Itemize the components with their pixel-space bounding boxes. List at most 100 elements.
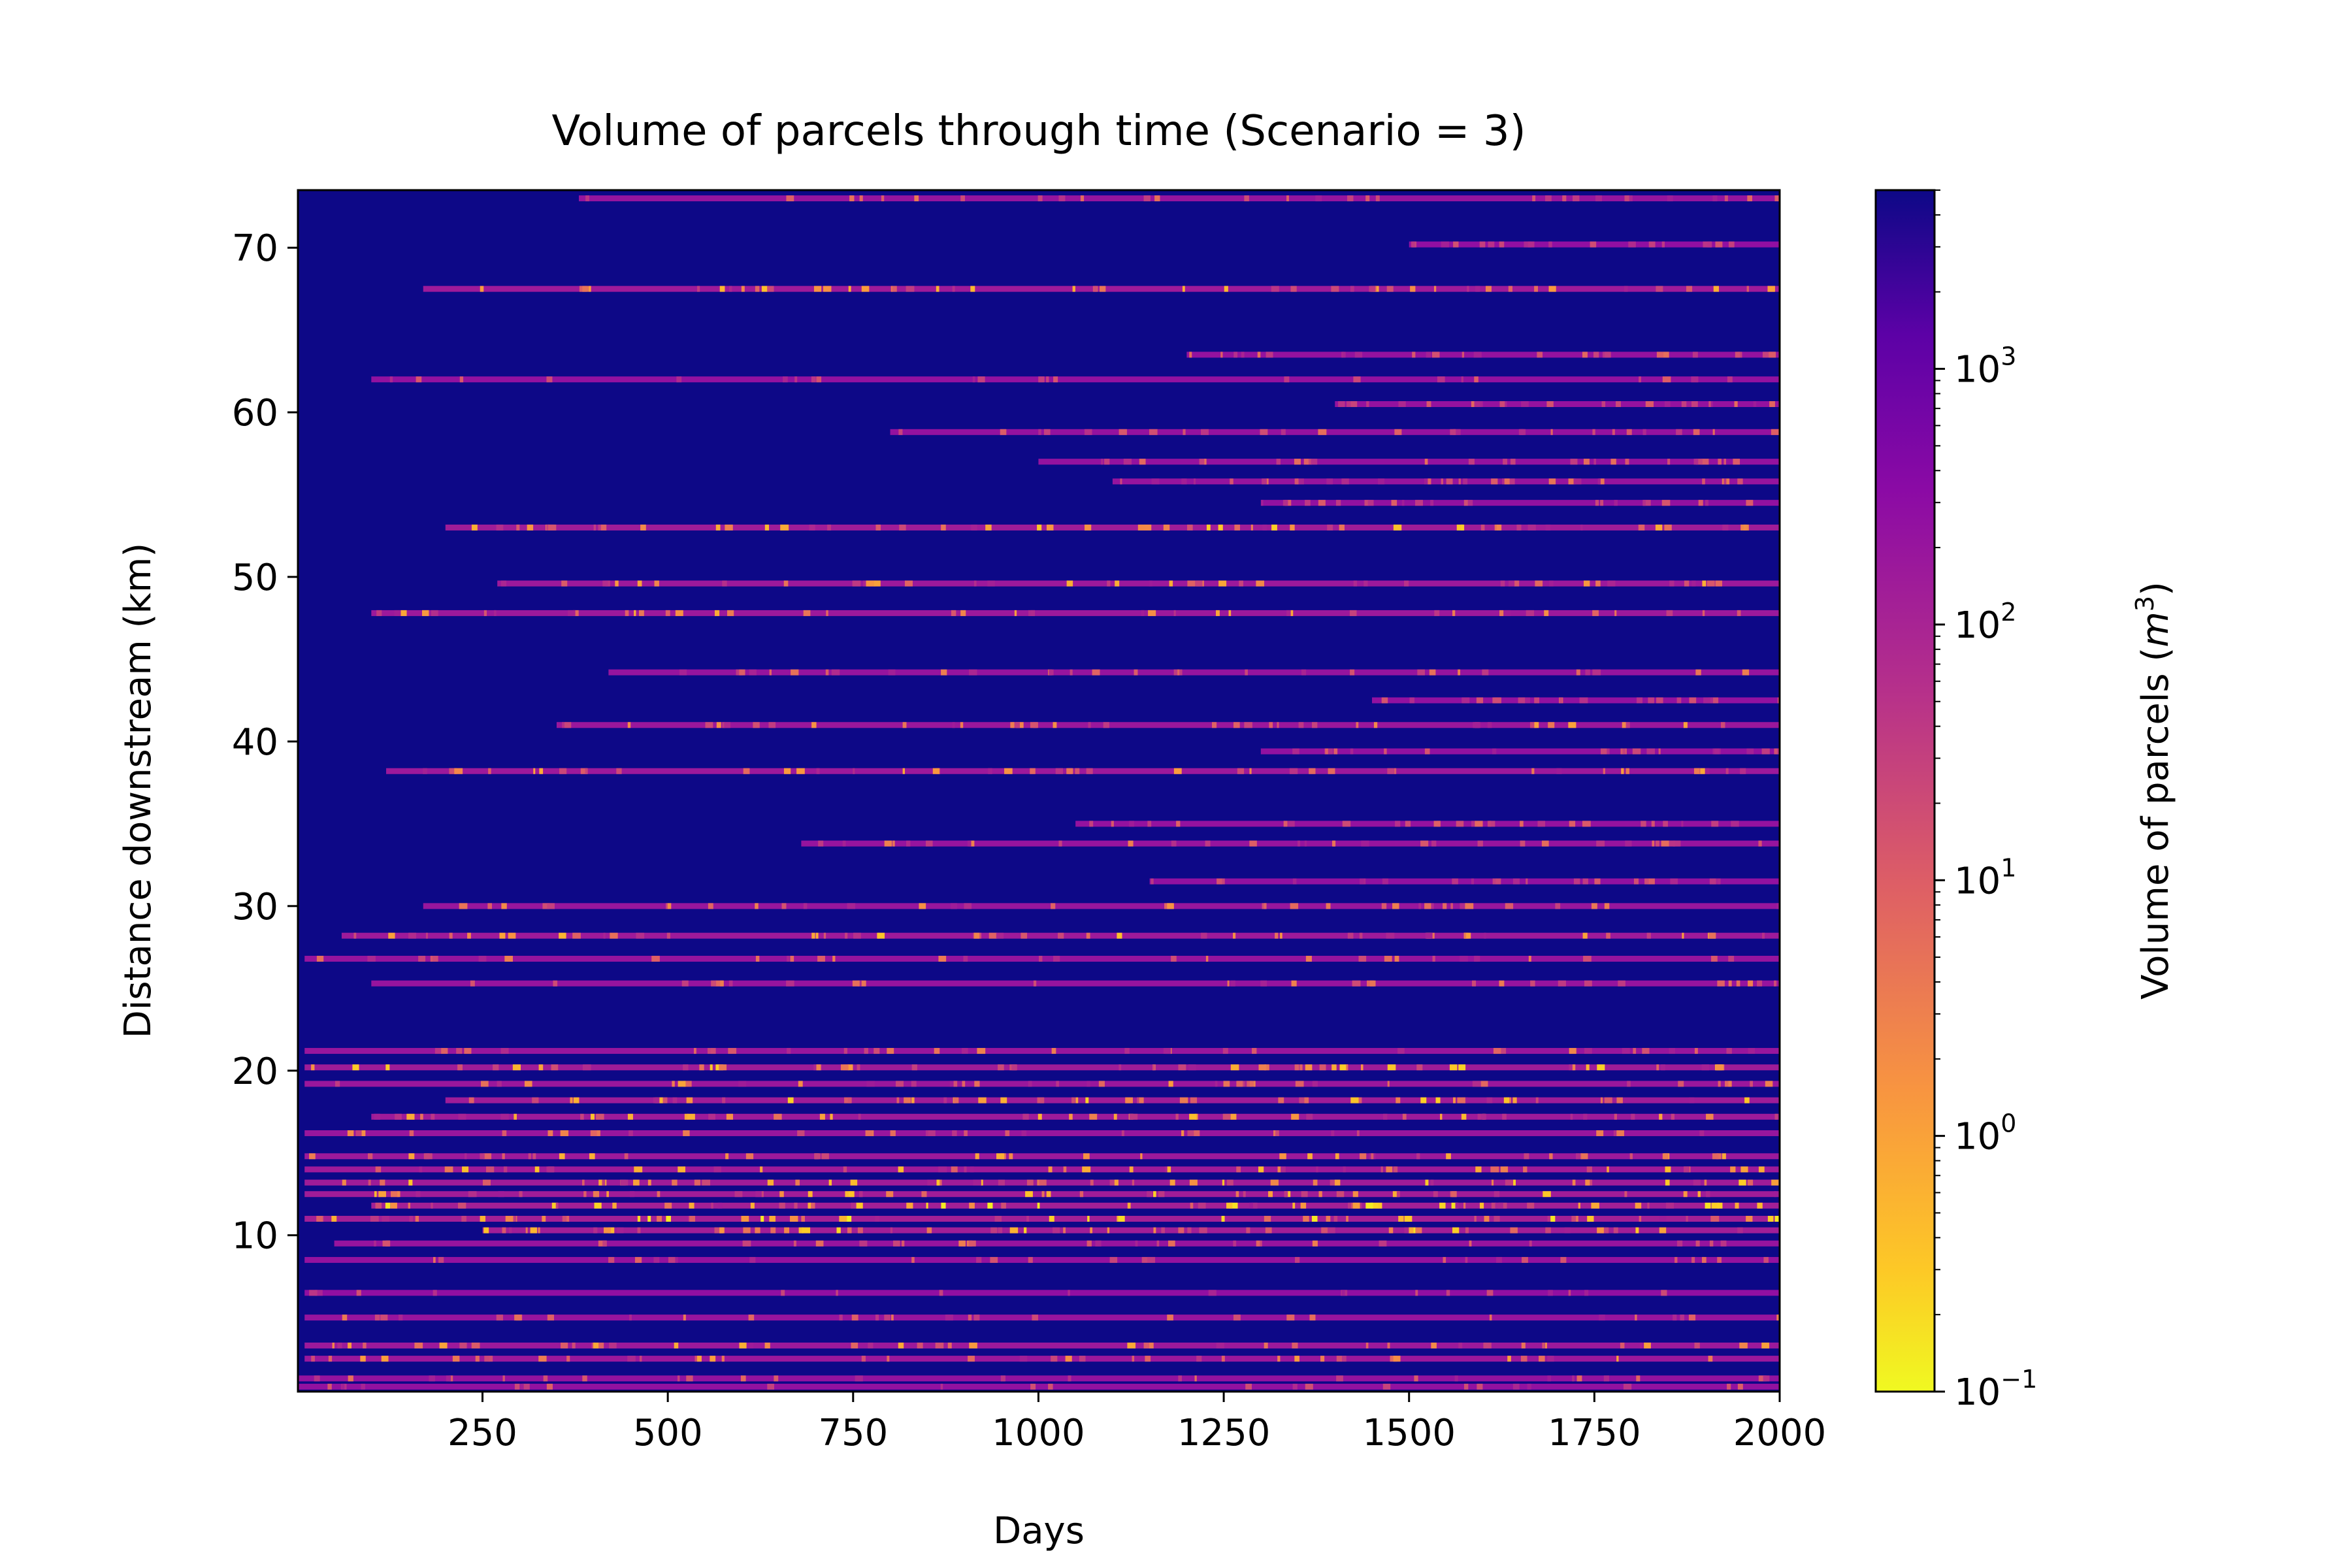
heatmap-cell — [1703, 241, 1712, 248]
heatmap-cell — [1176, 821, 1181, 827]
heatmap-cell — [1761, 1342, 1770, 1348]
heatmap-cell — [1586, 1166, 1592, 1173]
heatmap-cell — [1502, 1113, 1507, 1120]
heatmap-cell — [1747, 195, 1753, 202]
heatmap-cell — [1475, 1166, 1482, 1173]
heatmap-cell — [388, 932, 395, 939]
heatmap-cell — [1587, 1215, 1594, 1222]
heatmap-cell — [1404, 1215, 1413, 1222]
heatmap-cell — [634, 1166, 643, 1173]
heatmap-cell — [547, 1130, 553, 1136]
heatmap-cell — [1680, 1315, 1684, 1321]
heatmap-cell — [1331, 1130, 1335, 1136]
heatmap-cell — [1572, 1375, 1575, 1382]
heatmap-cell — [839, 1315, 843, 1321]
heatmap-cell — [1431, 840, 1437, 847]
heatmap-cell — [1215, 1081, 1218, 1087]
heatmap-cell — [1294, 1064, 1299, 1071]
heatmap-cell — [1698, 500, 1703, 506]
heatmap-cell — [1547, 1375, 1552, 1382]
heatmap-cell — [781, 1290, 785, 1296]
heatmap-cell — [1230, 980, 1235, 987]
heatmap-cell — [627, 1356, 636, 1362]
heatmap-cell — [593, 1227, 598, 1233]
heatmap-cell — [939, 1290, 943, 1296]
heatmap-cell — [1277, 722, 1279, 728]
heatmap-cell — [960, 722, 964, 728]
heatmap-cell — [1647, 1202, 1650, 1209]
heatmap-cell — [1249, 768, 1252, 774]
heatmap-cell — [1534, 697, 1539, 704]
heatmap-cell — [1725, 768, 1729, 774]
heatmap-cell — [1153, 1227, 1156, 1233]
heatmap-cell — [1662, 1153, 1669, 1160]
heatmap-cell — [1520, 1356, 1527, 1362]
heatmap-cell — [1695, 1240, 1700, 1247]
heatmap-cell — [890, 286, 893, 292]
heatmap-cell — [1537, 821, 1546, 827]
heatmap-cell — [1353, 376, 1361, 383]
heatmap-cell — [572, 932, 581, 939]
heatmap-cell — [1542, 1342, 1545, 1348]
heatmap-cell — [331, 1215, 337, 1222]
heatmap-cell — [1415, 500, 1423, 506]
heatmap-cell — [769, 1215, 776, 1222]
heatmap-cell — [629, 1315, 632, 1321]
heatmap-cell — [420, 1113, 423, 1120]
heatmap-cell — [839, 1215, 847, 1222]
heatmap-cell — [1127, 1202, 1131, 1209]
heatmap-cell — [1284, 500, 1292, 506]
heatmap-cell — [1189, 351, 1192, 358]
heatmap-cell — [977, 1048, 986, 1054]
heatmap-cell — [1678, 1081, 1684, 1087]
heatmap-cell — [911, 1081, 917, 1087]
heatmap-cell — [1457, 1097, 1465, 1103]
heatmap-cell — [433, 955, 438, 962]
heatmap-cell — [1520, 840, 1526, 847]
heatmap-cell — [1578, 1202, 1580, 1209]
heatmap-cell — [1491, 1202, 1496, 1209]
heatmap-cell — [1633, 878, 1639, 885]
heatmap-cell — [446, 1375, 451, 1382]
heatmap-cell — [1058, 932, 1064, 939]
heatmap-cell — [1774, 1215, 1779, 1222]
heatmap-cell — [634, 610, 636, 616]
heatmap-cell — [593, 1342, 599, 1348]
heatmap-cell — [1282, 500, 1288, 506]
heatmap-cell — [1381, 903, 1387, 909]
heatmap-cell — [1167, 1166, 1171, 1173]
heatmap-cell — [720, 980, 724, 987]
heatmap-cell — [990, 1227, 998, 1233]
heatmap-cell — [1604, 351, 1611, 358]
heatmap-cell — [1430, 1179, 1434, 1186]
heatmap-cell — [480, 286, 484, 292]
heatmap-cell — [1350, 286, 1354, 292]
heatmap-cell — [855, 1375, 863, 1382]
heatmap-cell — [1075, 1097, 1079, 1103]
heatmap-band — [1075, 821, 1780, 827]
heatmap-cell — [858, 1113, 861, 1120]
heatmap-cell — [1440, 1113, 1443, 1120]
heatmap-cell — [1489, 821, 1495, 827]
heatmap-cell — [662, 1097, 668, 1103]
heatmap-cell — [1264, 1342, 1268, 1348]
heatmap-cell — [1309, 1315, 1316, 1321]
heatmap-cell — [708, 1113, 715, 1120]
heatmap-cell — [1239, 580, 1243, 587]
heatmap-cell — [1252, 1048, 1257, 1054]
heatmap-cell — [1490, 1166, 1499, 1173]
colorbar-gradient — [1874, 189, 1936, 1393]
heatmap-cell — [580, 1113, 584, 1120]
heatmap-cell — [1387, 1064, 1396, 1071]
heatmap-cell — [1397, 1048, 1405, 1054]
heatmap-cell — [483, 610, 487, 616]
heatmap-cell — [1705, 500, 1709, 506]
heatmap-cell — [1005, 1130, 1010, 1136]
heatmap-cell — [368, 1179, 371, 1186]
heatmap-cell — [917, 1342, 923, 1348]
heatmap-cell — [803, 610, 811, 616]
heatmap-cell — [1291, 980, 1297, 987]
heatmap-cell — [1086, 932, 1090, 939]
heatmap-cell — [1233, 1315, 1241, 1321]
heatmap-band — [304, 1048, 1780, 1054]
